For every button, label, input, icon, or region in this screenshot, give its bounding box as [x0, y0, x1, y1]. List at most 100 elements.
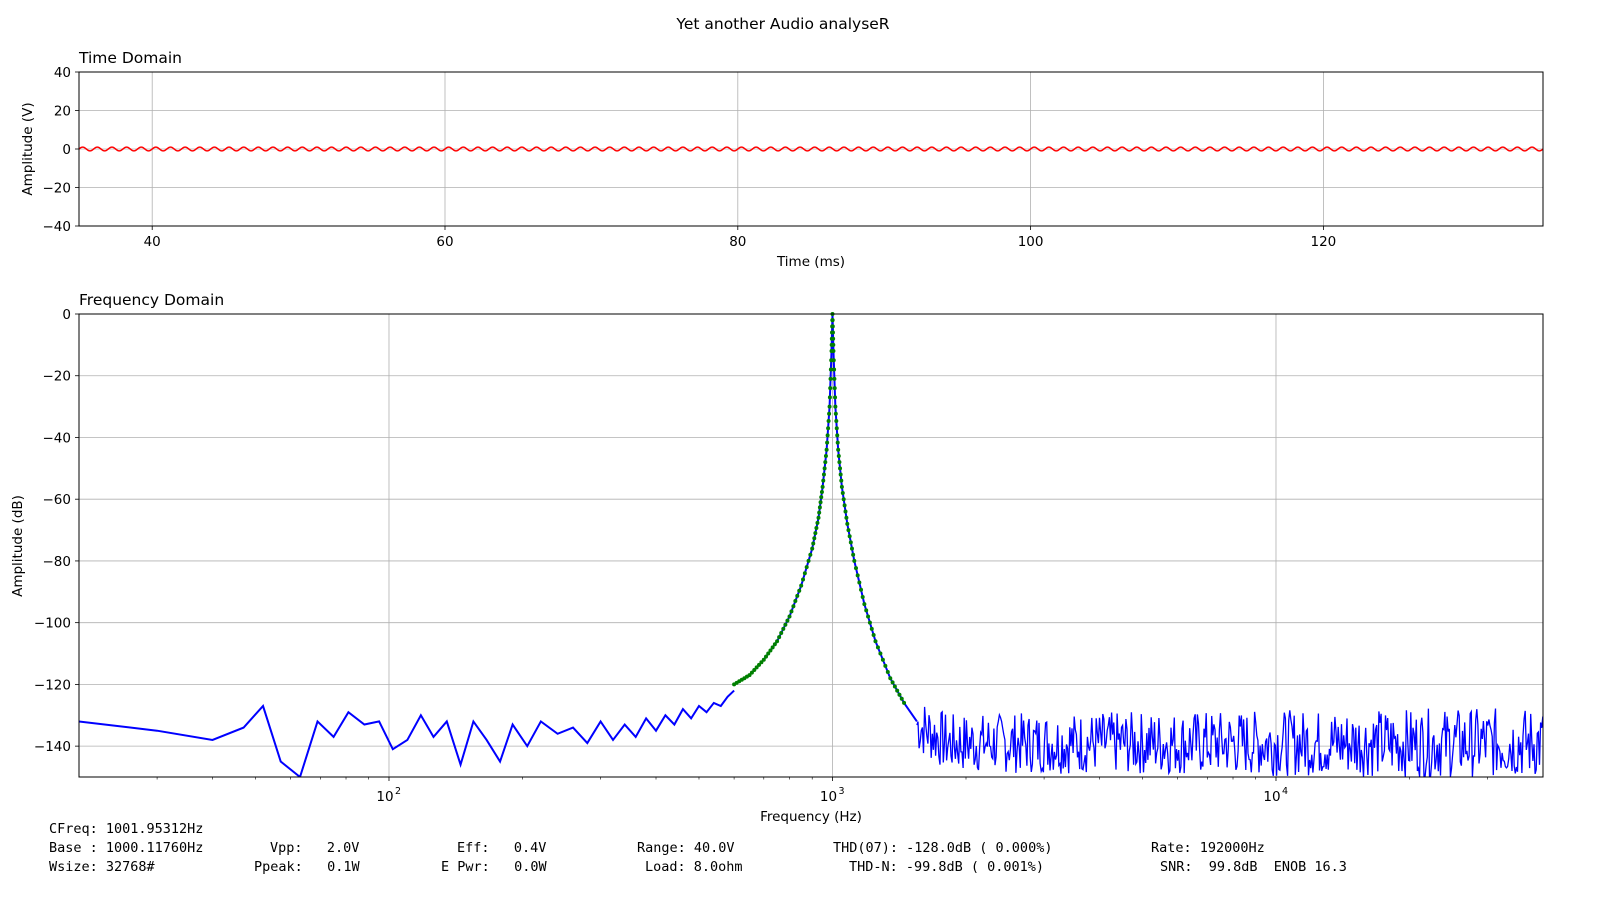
time-domain-chart: Time Domain 40 60 80 100 120 40 20 0 −20 −40 Time…: [20, 49, 1544, 270]
spectrum-peak-marker: [892, 684, 897, 689]
stats-load: Load: 8.0ohm: [645, 859, 743, 875]
spectrum-noise-floor-line: [916, 706, 1543, 777]
spectrum-peak-marker: [869, 626, 874, 631]
spectrum-peak-marker: [836, 447, 841, 452]
spectrum-peak-marker: [836, 453, 841, 458]
spectrum-peak-marker: [779, 630, 784, 635]
spectrum-peak-marker: [752, 668, 757, 672]
time-domain-xtick-label: 60: [436, 234, 453, 250]
spectrum-peak-marker: [820, 484, 825, 489]
spectrum-peak-marker: [799, 583, 804, 588]
spectrum-peak-marker: [811, 541, 816, 546]
spectrum-line-segment: [79, 689, 735, 777]
stats-vpp: Vpp: 2.0V: [270, 840, 360, 856]
spectrum-peak-marker: [848, 540, 853, 545]
stats-wsize: Wsize: 32768#: [49, 859, 155, 875]
frequency-domain-xtick-label: 10: [376, 789, 393, 805]
spectrum-peak-marker: [832, 386, 837, 391]
spectrum-peak-marker: [855, 573, 860, 578]
time-domain-xtick-label: 100: [1018, 234, 1044, 250]
spectrum-peak-marker: [835, 433, 840, 438]
frequency-domain-title: Frequency Domain: [79, 291, 224, 309]
spectrum-peak-marker: [839, 484, 844, 489]
spectrum-peak-marker: [801, 577, 806, 582]
time-domain-ytick-label: −40: [43, 219, 72, 235]
spectrum-peak-marker: [835, 440, 840, 445]
spectrum-peak-marker: [845, 521, 850, 526]
spectrum-peak-marker: [864, 608, 869, 613]
spectrum-peak-marker: [827, 395, 832, 400]
spectrum-peak-marker: [823, 460, 828, 465]
spectrum-peak-marker: [759, 660, 764, 665]
spectrum-peak-marker: [831, 342, 836, 347]
spectrum-peak-marker: [834, 419, 839, 423]
spectrum-peak-marker: [902, 700, 907, 705]
spectrum-peak-marker: [837, 460, 842, 465]
time-domain-xtick-label: 120: [1311, 234, 1337, 250]
spectrum-peak-marker: [871, 633, 876, 638]
spectrum-peak-marker: [867, 620, 872, 625]
spectrum-peak-marker: [825, 440, 830, 445]
time-domain-signal-line: [78, 146, 1544, 152]
time-domain-title: Time Domain: [78, 49, 182, 67]
spectrum-peak-marker: [761, 657, 766, 662]
spectrum-peak-marker: [823, 453, 828, 458]
spectrum-peak-marker: [842, 503, 847, 508]
spectrum-peak-marker: [844, 515, 849, 520]
spectrum-peak-marker: [897, 692, 902, 697]
time-domain-xtick-label: 80: [729, 234, 746, 250]
spectrum-peak-marker: [812, 536, 817, 541]
frequency-domain-xtick-label: 10: [820, 789, 837, 805]
spectrum-peak-marker: [862, 602, 867, 607]
frequency-domain-xlabel: Frequency (Hz): [760, 809, 862, 825]
spectrum-peak-marker: [890, 680, 895, 685]
frequency-domain-xtick-label: 10: [1263, 789, 1280, 805]
frequency-domain-axes-frame: [78, 313, 1544, 778]
spectrum-peak-marker: [793, 599, 798, 604]
spectrum-peak-marker: [810, 546, 815, 551]
spectrum-peak-marker: [832, 376, 837, 381]
spectrum-peak-marker: [826, 426, 831, 431]
spectrum-peak-marker: [814, 526, 819, 531]
spectrum-peak-marker: [817, 510, 822, 515]
figure-title: Yet another Audio analyseR: [675, 15, 889, 33]
stats-range: Range: 40.0V: [637, 840, 735, 856]
spectrum-peak-marker: [768, 648, 773, 653]
frequency-domain-ytick-label: −140: [34, 739, 71, 755]
time-domain-ticks: 40 60 80 100 120 40 20 0 −20 −40: [43, 65, 1337, 250]
spectrum-peak-marker: [827, 404, 832, 409]
spectrum-peak-marker: [827, 411, 832, 416]
spectrum-peak-marker: [802, 571, 807, 576]
spectrum-peak-marker: [875, 645, 880, 650]
frequency-domain-ytick-label: −120: [34, 677, 71, 693]
spectrum-peak-marker: [749, 670, 754, 675]
spectrum-peak-marker: [766, 651, 771, 656]
frequency-domain-ticks: 10 2 10 3 10 40−20−40−60−80−100−120−140: [34, 307, 1488, 805]
spectrum-peak-marker: [781, 626, 786, 631]
spectrum-peak-marker: [860, 594, 865, 599]
spectrum-peak-marker: [828, 376, 833, 381]
time-domain-ytick-label: 0: [62, 142, 71, 158]
spectrum-peak-marker: [833, 404, 838, 409]
spectrum-peak-marker: [838, 472, 843, 477]
spectrum-peak-marker: [830, 330, 835, 335]
spectrum-peak-marker: [804, 565, 809, 570]
spectrum-peak-marker: [831, 358, 836, 363]
frequency-domain-ytick-label: −20: [43, 369, 72, 385]
spectrum-peak-marker: [831, 349, 836, 354]
spectrum-peak-marker: [815, 520, 820, 525]
frequency-domain-xtick-exponent: 2: [395, 786, 401, 797]
spectrum-peak-marker: [777, 635, 782, 640]
spectrum-peak-marker: [813, 531, 818, 536]
spectrum-peak-marker: [772, 642, 777, 647]
frequency-domain-chart: Frequency Domain 10 2 10 3 10 40−20−40−60−80−…: [10, 291, 1544, 825]
frequency-domain-series: [79, 312, 1543, 777]
spectrum-peak-marker: [830, 318, 835, 323]
spectrum-peak-marker: [830, 324, 835, 329]
spectrum-peak-marker: [851, 552, 856, 557]
spectrum-peak-marker: [785, 618, 790, 623]
spectrum-peak-marker: [819, 495, 824, 500]
stats-cfreq: CFreq: 1001.95312Hz: [49, 821, 204, 837]
spectrum-peak-marker: [899, 696, 904, 701]
